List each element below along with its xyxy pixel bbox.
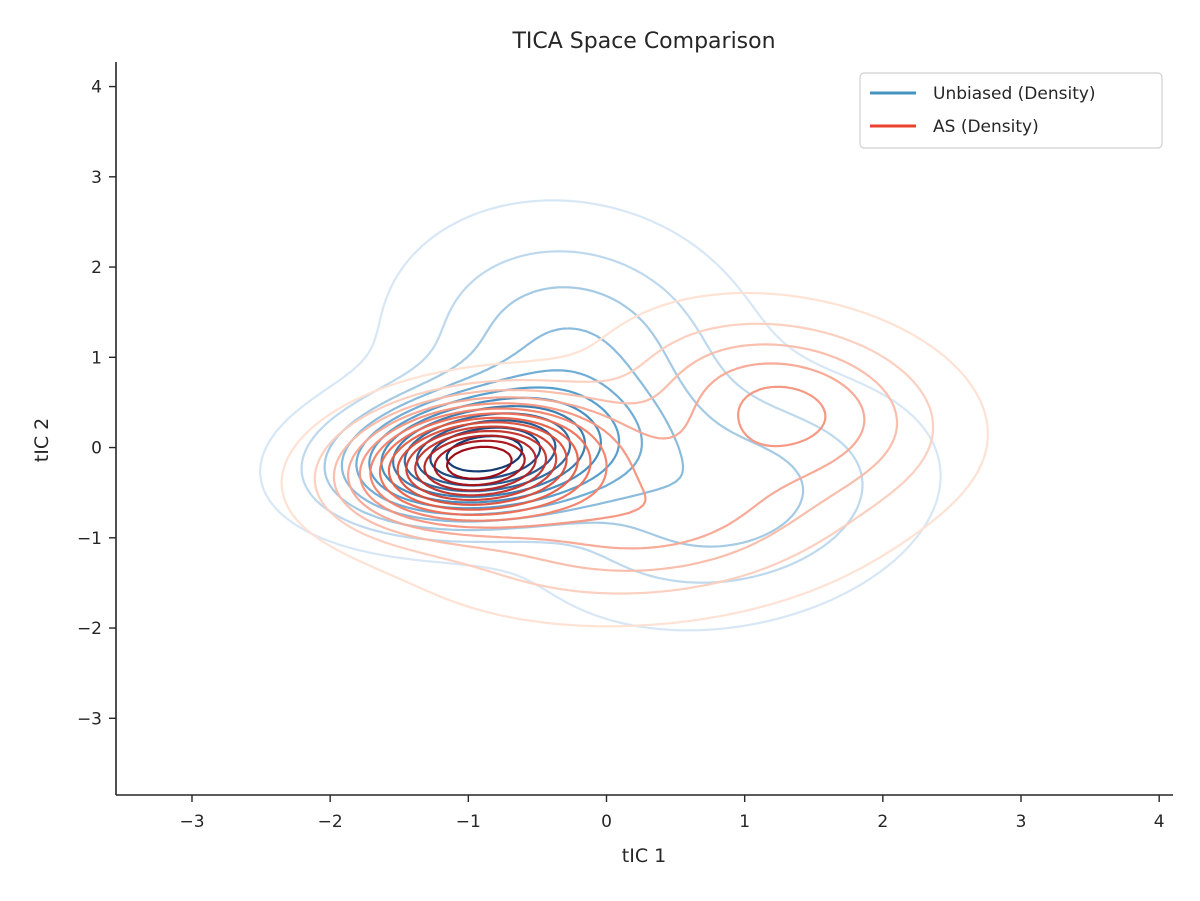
contour-level-1-13 [445,445,513,480]
contour-level-1-7 [387,416,579,511]
y-tick-label: −1 [77,529,102,549]
x-tick-label: −3 [179,812,204,832]
y-tick-label: −3 [77,709,102,729]
x-tick-label: 1 [739,812,750,832]
contour-series-1 [280,291,989,628]
legend: Unbiased (Density) AS (Density) [859,72,1163,149]
contour-level-1-10 [414,429,548,497]
y-tick-label: 3 [91,168,102,188]
contour-level-1-6 [378,412,592,516]
contour-level-1-2 [332,343,899,572]
contour-series-0 [259,199,942,632]
contour-level-1-0 [280,291,989,628]
contour-level-1-12 [433,439,526,487]
plot-area [259,199,989,632]
legend-label-0: Unbiased (Density) [933,84,1096,104]
contour-level-1-11 [423,434,537,492]
contour-level-1-1 [313,322,935,595]
contour-level-1-8 [396,421,568,506]
y-tick-label: 0 [91,439,102,459]
x-tick-label: −1 [456,812,481,832]
contour-level-1-9 [405,425,558,502]
legend-label-1: AS (Density) [933,117,1039,137]
axes: −3 −2 −1 0 1 2 3 4 −3 −2 −1 0 1 2 3 4 [77,62,1173,832]
y-axis-label: tIC 2 [31,418,53,462]
contour-level-1-4 [358,385,827,529]
contour-level-0-2 [323,286,805,548]
x-tick-label: 2 [877,812,888,832]
contour-level-0-0 [259,199,942,632]
x-tick-label: 3 [1016,812,1027,832]
legend-box [859,72,1163,149]
contour-level-1-3 [347,362,866,550]
x-tick-label: 0 [601,812,612,832]
x-tick-label: 4 [1154,812,1165,832]
y-tick-label: −2 [77,619,102,639]
x-tick-label: −2 [318,812,343,832]
x-axis-label: tIC 1 [622,845,666,867]
chart-title: TICA Space Comparison [511,29,775,54]
contour-level-1-5 [369,407,608,522]
y-tick-label: 1 [91,348,102,368]
y-tick-label: 4 [91,78,102,98]
y-tick-label: 2 [91,258,102,278]
contour-level-0-1 [300,250,864,584]
